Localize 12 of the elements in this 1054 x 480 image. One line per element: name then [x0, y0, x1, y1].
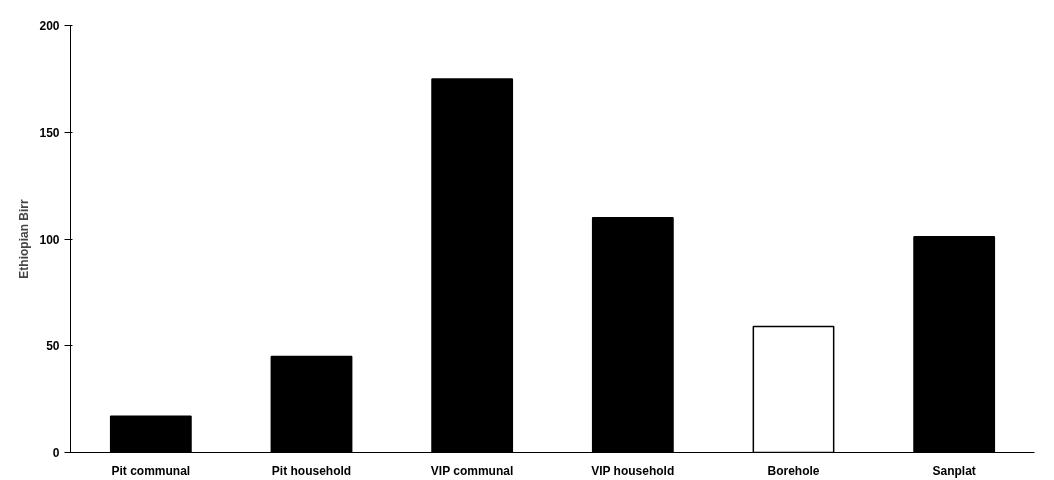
y-tick-label: 100	[39, 232, 60, 247]
y-tick-label: 50	[46, 339, 60, 354]
x-tick-label: VIP household	[591, 463, 675, 478]
x-tick-label: VIP communal	[430, 463, 514, 478]
y-tick-label: 150	[39, 125, 60, 140]
x-tick-label: Sanplat	[932, 463, 976, 478]
x-tick-label: Pit household	[271, 463, 352, 478]
y-tick-label: 0	[52, 446, 60, 460]
y-axis-title: Ethiopian Birr	[17, 199, 32, 279]
y-tick-label: 200	[39, 19, 60, 33]
x-tick-label: Pit communal	[111, 463, 191, 478]
x-tick-label: Borehole	[767, 463, 820, 478]
